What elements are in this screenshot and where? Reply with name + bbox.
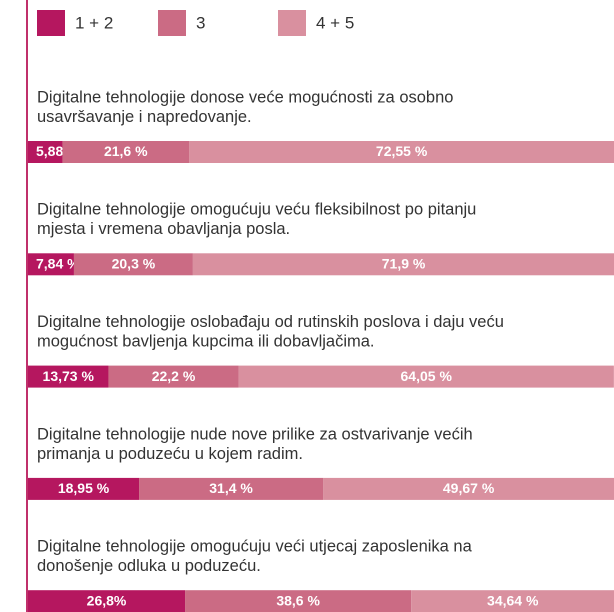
- bar-segment: [185, 590, 412, 612]
- bar-segment: [28, 590, 186, 612]
- question-text: mjesta i vremena obavljanja posla.: [37, 220, 290, 238]
- question-text: Digitalne tehnologije oslobađaju od ruti…: [37, 313, 504, 331]
- question-text: donošenje odluka u poduzeću.: [37, 557, 261, 575]
- value-label: 21,6 %: [104, 143, 148, 159]
- legend-label: 4 + 5: [316, 13, 354, 32]
- bar-segment: [238, 365, 614, 388]
- legend-label: 3: [196, 13, 205, 32]
- question-text: primanja u poduzeću u kojem radim.: [37, 445, 303, 463]
- value-label: 64,05 %: [401, 368, 453, 384]
- bar-segment: [73, 253, 193, 276]
- bar-segment: [28, 253, 74, 276]
- bar-segment: [28, 365, 109, 388]
- value-label: 71,9 %: [382, 256, 426, 272]
- bar-segment: [189, 141, 614, 163]
- legend-swatch: [278, 10, 306, 36]
- bar-segment: [139, 477, 324, 500]
- legend-swatch: [158, 10, 186, 36]
- question-text: Digitalne tehnologije omogućuju veću fle…: [37, 201, 476, 219]
- value-label: 31,4 %: [209, 480, 253, 496]
- legend-label: 1 + 2: [75, 13, 113, 32]
- value-label: 72,55 %: [376, 143, 428, 159]
- question-text: usavršavanje i napredovanje.: [37, 108, 252, 126]
- legend-swatch: [37, 10, 65, 36]
- question-text: Digitalne tehnologije omogućuju veći utj…: [37, 538, 473, 556]
- value-label: 7,84 %: [36, 256, 80, 272]
- question-text: mogućnost bavljenja kupcima ili dobavlja…: [37, 332, 375, 350]
- bar-segment: [323, 477, 614, 500]
- bar-segment: [192, 253, 614, 276]
- bar-segment: [28, 477, 140, 500]
- value-label: 22,2 %: [152, 368, 196, 384]
- value-label: 20,3 %: [112, 256, 156, 272]
- question-text: Digitalne tehnologije nude nove prilike …: [37, 425, 473, 443]
- value-label: 26,8%: [87, 592, 127, 608]
- value-label: 49,67 %: [443, 480, 495, 496]
- value-label: 38,6 %: [276, 592, 320, 608]
- question-text: Digitalne tehnologije donose veće mogućn…: [37, 88, 453, 106]
- bar-segment: [28, 141, 63, 163]
- bar-segment: [411, 590, 614, 612]
- bar-segment: [108, 365, 239, 388]
- bar-segment: [62, 141, 190, 163]
- value-label: 18,95 %: [58, 480, 110, 496]
- value-label: 13,73 %: [43, 368, 95, 384]
- value-label: 34,64 %: [487, 592, 539, 608]
